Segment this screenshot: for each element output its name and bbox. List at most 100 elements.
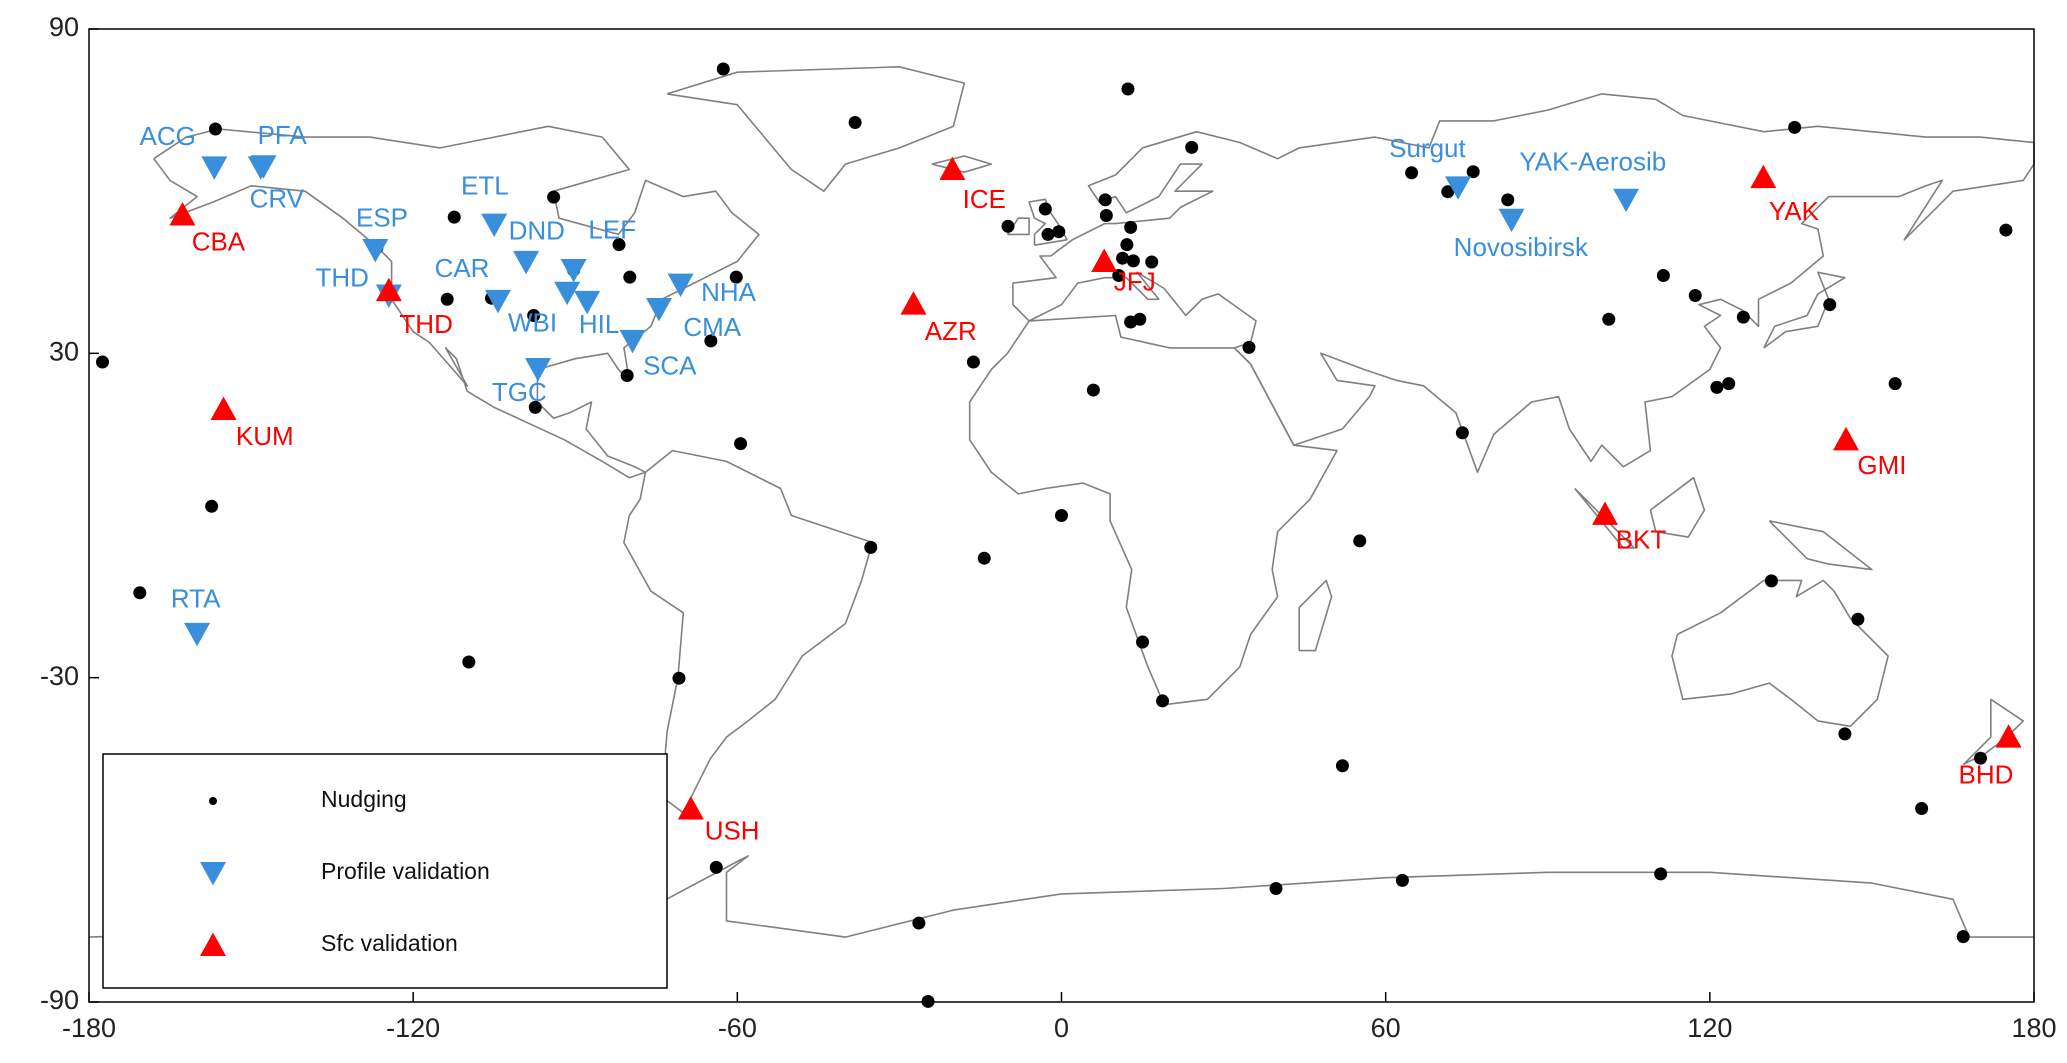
coastline [1006,217,1030,236]
station-dot [912,916,926,930]
station-dot [716,62,730,76]
station-dot [1956,930,1970,944]
station-dot [1710,380,1724,394]
profile-marker [184,622,211,647]
station-dot [1121,82,1135,96]
station-label: CAR [435,253,490,283]
profile-marker [554,281,581,306]
station-label: WBI [508,308,557,338]
station-dot [1722,377,1736,391]
station-dot [447,210,461,224]
y-tick-label: -30 [40,661,79,691]
station-dot [1915,801,1929,815]
station-dot [1455,426,1469,440]
station-dot [205,499,219,513]
legend-label: Sfc validation [321,930,458,956]
station-dot [1736,310,1750,324]
station-dot [704,334,718,348]
station-label: THD [399,309,452,339]
station-dot [1974,751,1988,765]
station-dot [977,551,991,565]
station-dot [528,400,542,414]
station-label: ICE [963,184,1006,214]
station-dot [1242,340,1256,354]
station-dot [1086,383,1100,397]
profile-marker [1445,176,1472,200]
station-dot [1098,193,1112,207]
sfc-marker [1091,248,1118,272]
station-dot [1851,612,1865,626]
coastline [1963,698,2024,765]
station-label: LEF [588,214,636,244]
profile-marker [484,289,511,314]
station-dot [1126,254,1140,268]
station-dot [1353,534,1367,548]
station-label: ETL [461,170,509,200]
coastline [666,66,966,192]
station-dot [1038,202,1052,216]
coastline [1574,487,1635,549]
station-label: BHD [1959,759,2014,789]
coastline [1768,520,1873,571]
station-label: SCA [643,350,697,380]
station-dot [1112,268,1126,282]
station-dot [1764,574,1778,588]
station-dot [440,292,454,306]
station-dot [1269,881,1283,895]
coastline [968,314,1338,706]
station-dot [462,655,476,669]
station-label: JFJ [1114,266,1156,296]
x-tick-label: -60 [718,1013,757,1043]
station-dot [1656,268,1670,282]
station-label: HIL [579,309,619,339]
station-dot [1145,255,1159,269]
coastline [153,125,760,479]
station-dot [729,270,743,284]
station-dot [1395,873,1409,887]
station-dot [1120,238,1134,252]
profile-marker [667,273,694,298]
profile-marker [200,861,226,886]
profile-marker [619,329,646,354]
station-dot [612,238,626,252]
station-dot [1136,635,1150,649]
x-tick-label: -120 [386,1013,440,1043]
station-dot [709,860,723,874]
station-dot [1823,298,1837,312]
station-label: YAK [1769,196,1820,226]
station-label: THD [316,262,369,292]
y-tick-label: 90 [49,12,79,42]
station-dot [1654,867,1668,881]
station-label: PFA [258,120,308,150]
station-dot [1335,759,1349,773]
station-dot [1099,208,1113,222]
profile-marker [1498,208,1525,233]
coastline [1763,271,1846,349]
station-label: Novosibirsk [1454,232,1589,262]
profile-marker [1613,188,1640,213]
profile-marker [201,156,228,180]
station-dot [1441,185,1455,199]
y-tick-label: 30 [49,336,79,366]
station-dot [1688,288,1702,302]
station-label: GMI [1857,450,1906,480]
station-dot [1788,120,1802,134]
station-label: CRV [250,184,305,214]
station-dot [1001,219,1015,233]
station-label: RTA [171,583,221,613]
profile-marker [247,156,274,180]
station-dot [1052,225,1066,239]
station-label: BKT [1616,525,1667,555]
x-tick-label: 60 [1371,1013,1401,1043]
station-dot [1041,227,1055,241]
station-dot [1405,166,1419,180]
x-tick-label: 180 [2011,1013,2056,1043]
station-dot [547,190,561,204]
profile-marker [574,290,601,315]
station-dot [527,308,541,322]
station-dot [1124,220,1138,234]
station-dot [208,122,222,136]
station-dot [1999,223,2013,237]
